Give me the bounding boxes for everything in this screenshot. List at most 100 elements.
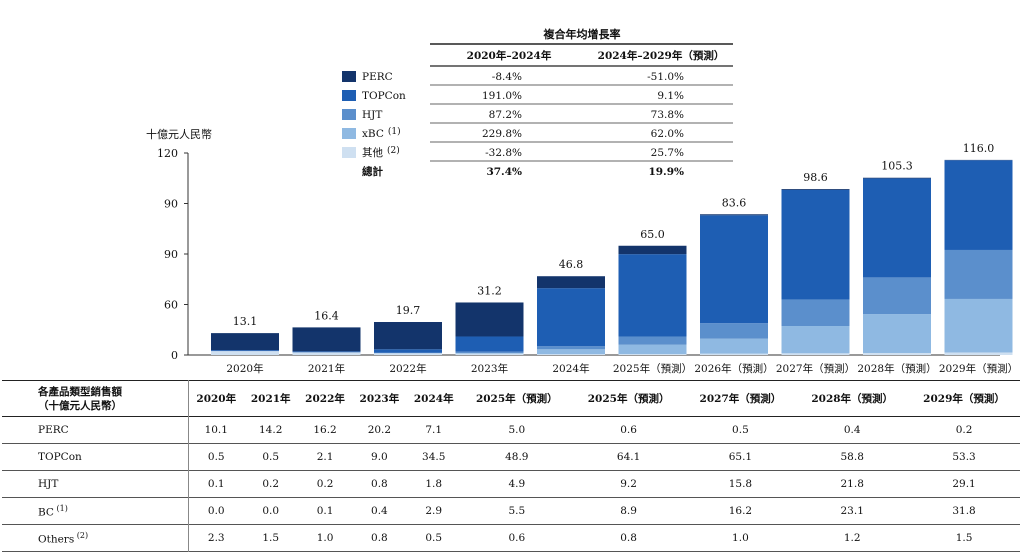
sales-data-table: 各產品類型銷售額 （十億元人民幣） 2020年 2021年 2022年 2023… — [0, 380, 1022, 552]
y-tick-label: 90 — [164, 198, 178, 211]
table-cell: 0.8 — [371, 478, 388, 490]
table-cell: 9.2 — [620, 478, 637, 490]
bar-segment-其他-6 — [700, 353, 768, 355]
total-label: 19.7 — [396, 304, 421, 317]
table-cell: 23.1 — [840, 505, 864, 517]
table-cell: 20.2 — [367, 424, 392, 436]
x-tick-label: 2027年（預測） — [776, 362, 855, 375]
bar-segment-xBC-8 — [863, 314, 931, 353]
x-tick-label: 2024年 — [552, 362, 589, 375]
bar-segment-PERC-7 — [781, 189, 850, 190]
table-col-header: 2028年（預測） — [811, 393, 894, 405]
table-row-label: Others (2) — [2, 524, 189, 552]
legend-label: TOPCon — [362, 90, 406, 102]
bar-segment-PERC-8 — [863, 177, 931, 179]
total-label: 98.6 — [803, 171, 828, 184]
total-label: 46.8 — [559, 258, 584, 271]
cagr-value: -51.0% — [647, 71, 684, 83]
table-col-header: 2023年 — [359, 393, 400, 405]
table-row: Others (2) 2.3 1.5 1.0 0.8 0.5 0.6 0.8 1.0 1.2 1.5 — [2, 524, 1020, 552]
bar-segment-TOPCon-6 — [700, 215, 768, 324]
table-cell: 0.4 — [371, 505, 388, 517]
table-cell: 0.5 — [425, 532, 443, 544]
bar-segment-HJT-9 — [944, 249, 1013, 299]
bar-segment-TOPCon-3 — [455, 336, 524, 352]
table-cell: 58.8 — [840, 451, 864, 463]
table-header-label: 各產品類型銷售額 （十億元人民幣） — [2, 380, 189, 417]
table-cell: 0.6 — [508, 532, 526, 544]
bar-segment-xBC-3 — [455, 352, 524, 354]
table-cell: 53.3 — [952, 451, 976, 463]
x-tick-labels: 2020年 2021年 2022年 2023年 2024年 2025年（預測） 2026年（… — [226, 362, 1018, 375]
table-row: TOPCon 0.5 0.5 2.1 9.0 34.5 48.9 64.1 65.1 58.8 53… — [2, 443, 1020, 471]
table-cell: 31.8 — [952, 505, 976, 517]
total-label: 13.1 — [233, 315, 258, 328]
cagr-total: 19.9% — [648, 166, 684, 178]
table-col-header: 2020年 — [196, 393, 237, 405]
table-cell: 1.8 — [425, 478, 443, 490]
cagr-value: 229.8% — [482, 128, 522, 140]
cagr-col1-header: 2020年–2024年 — [467, 49, 552, 62]
bar-segment-TOPCon-5 — [618, 254, 687, 337]
table-cell: 5.5 — [508, 505, 526, 517]
table-cell: 0.4 — [843, 424, 861, 436]
bar-segment-PERC-5 — [618, 245, 687, 255]
total-label: 總計 — [362, 165, 383, 178]
table-cell: 10.1 — [204, 424, 228, 436]
bar-segment-TOPCon-9 — [944, 160, 1013, 250]
bar-segment-HJT-7 — [781, 299, 850, 327]
table-row: BC (1) 0.0 0.0 0.1 0.4 2.9 5.5 8.9 16.2 23.1 31.8 — [2, 497, 1020, 525]
table-row-label: TOPCon — [2, 443, 189, 471]
table-cell: 65.1 — [728, 451, 753, 463]
table-cell: 16.2 — [313, 424, 337, 436]
table-header-row: 各產品類型銷售額 （十億元人民幣） 2020年 2021年 2022年 2023… — [2, 380, 1020, 417]
bar-segment-TOPCon-1 — [292, 351, 361, 353]
table-row: HJT 0.1 0.2 0.2 0.8 1.8 4.9 9.2 15.8 21.8 29.1 — [2, 470, 1020, 498]
table-cell: 8.9 — [620, 505, 637, 517]
legend-swatch — [342, 109, 356, 120]
bar-segment-其他-5 — [618, 353, 687, 355]
table-col-header: 2024年 — [413, 393, 454, 405]
x-tick-label: 2029年（預測） — [939, 362, 1018, 375]
table-col-header: 2025年（預測） — [587, 393, 670, 405]
cagr-value: -8.4% — [492, 71, 522, 83]
table-col-header: 2029年（預測） — [923, 393, 1005, 405]
legend-swatch — [342, 71, 356, 82]
bar-segment-PERC-4 — [537, 276, 605, 289]
table-cell: 0.1 — [207, 478, 225, 490]
legend-label: HJT — [362, 109, 382, 121]
bar-segment-其他-4 — [537, 354, 605, 355]
table-cell: 0.2 — [316, 478, 334, 490]
table-cell: 2.1 — [316, 451, 334, 463]
cagr-value: 62.0% — [651, 128, 684, 140]
table-cell: 5.0 — [508, 424, 526, 436]
bar-segment-xBC-9 — [944, 298, 1013, 353]
bars-group — [211, 159, 1013, 355]
bar-segment-其他-2 — [374, 353, 442, 355]
x-tick-label: 2022年 — [389, 362, 426, 375]
table-cell: 1.2 — [843, 532, 861, 544]
x-tick-label: 2021年 — [308, 362, 345, 375]
bar-segment-其他-3 — [455, 353, 524, 355]
x-tick-label: 2025年（預測） — [613, 362, 692, 375]
cagr-title: 複合年均增長率 — [543, 27, 621, 41]
legend-label: 其他 (2) — [362, 145, 400, 159]
table-cell: 4.9 — [508, 478, 526, 490]
cagr-value: 191.0% — [482, 90, 522, 102]
table-row-label: HJT — [2, 470, 189, 498]
bar-segment-TOPCon-7 — [781, 189, 850, 300]
bar-segment-TOPCon-8 — [863, 178, 931, 278]
table-col-header: 2022年 — [305, 393, 345, 405]
table-cell: 0.0 — [262, 505, 280, 517]
table-cell: 1.5 — [262, 532, 280, 544]
y-axis: 0 60 90 90 120 — [157, 147, 189, 362]
table-cell: 2.9 — [425, 505, 443, 517]
table-cell: 9.0 — [371, 451, 388, 463]
table-cell: 0.0 — [207, 505, 225, 517]
x-tick-label: 2020年 — [226, 362, 263, 375]
bar-segment-xBC-5 — [618, 344, 687, 354]
x-tick-label: 2028年（預測） — [857, 362, 936, 375]
table-col-header: 2025年（預測） — [475, 393, 558, 405]
table-col-header: 2021年 — [250, 393, 291, 405]
table-cell: 0.5 — [207, 451, 225, 463]
